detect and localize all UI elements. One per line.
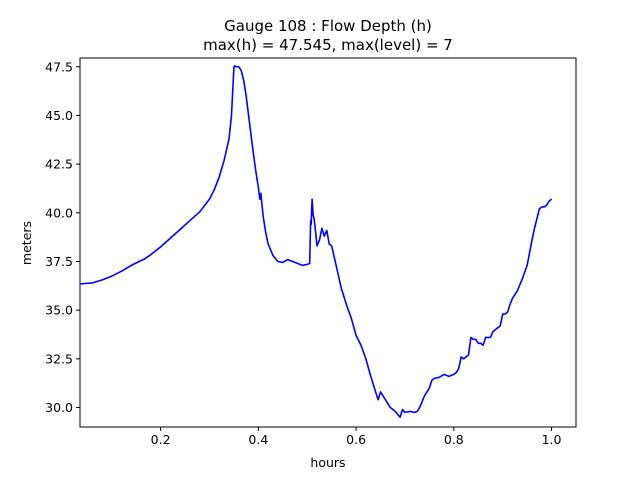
- series-line-0: [79, 64, 553, 419]
- x-axis: 0.2 0.4 0.6 0.8 1.0: [151, 427, 562, 447]
- y-tick-label: 37.5: [45, 254, 73, 269]
- x-tick-label: 0.2: [151, 432, 171, 447]
- x-tick-label: 0.8: [444, 432, 464, 447]
- x-tick-label: 1.0: [542, 432, 562, 447]
- y-tick-label: 35.0: [45, 303, 73, 318]
- x-tick-label: 0.4: [248, 432, 268, 447]
- x-axis-label: hours: [310, 455, 345, 470]
- y-axis: 30.0 32.5 35.0 37.5 40.0 42.5 45.0 47.5: [45, 59, 80, 415]
- x-tick-label: 0.6: [346, 432, 366, 447]
- y-tick-label: 42.5: [45, 157, 73, 172]
- chart-title: Gauge 108 : Flow Depth (h): [224, 17, 432, 35]
- y-tick-label: 40.0: [45, 205, 73, 220]
- plot-area: 0.2 0.4 0.6 0.8 1.0 30.0 32.5 35.0 37.5 40.0 42.5…: [45, 57, 577, 447]
- y-tick-label: 45.0: [45, 108, 73, 123]
- y-axis-label: meters: [19, 221, 34, 265]
- axes-frame: [79, 57, 577, 428]
- y-tick-label: 30.0: [45, 400, 73, 415]
- y-tick-label: 32.5: [45, 351, 73, 366]
- y-tick-label: 47.5: [45, 59, 73, 74]
- series-group: [79, 64, 553, 419]
- chart-subtitle: max(h) = 47.545, max(level) = 7: [203, 36, 453, 54]
